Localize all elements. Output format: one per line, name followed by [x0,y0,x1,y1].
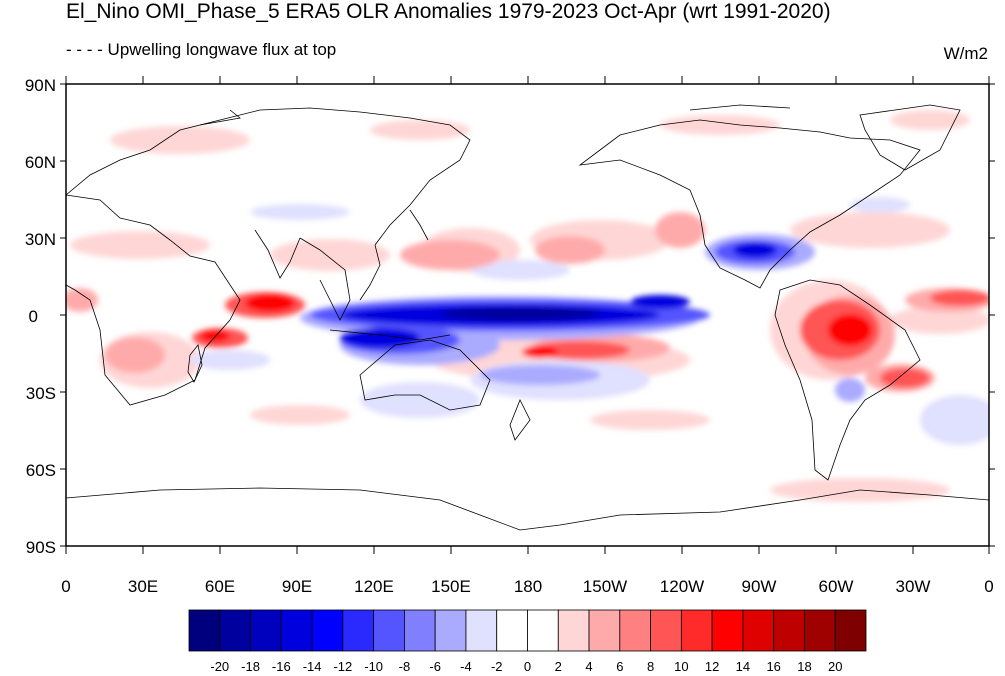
colorbar-swatch [434,609,467,652]
map-subtitle: - - - - Upwelling longwave flux at top [66,40,337,59]
colorbar-label: 10 [674,659,688,674]
colorbar-label: 6 [616,659,623,674]
lat-label: 90N [25,76,56,95]
colorbar-label: 12 [705,659,719,674]
lat-label: 90S [26,538,56,557]
colorbar-swatch [742,609,775,652]
colorbar-label: -6 [429,659,441,674]
colorbar-swatch [773,609,805,652]
lat-label: 0 [29,307,38,326]
lon-label: 60E [205,577,235,596]
lon-label: 90W [742,577,777,596]
colorbar-label: 4 [585,659,592,674]
colorbar-label: -18 [241,659,260,674]
map-title: El_Nino OMI_Phase_5 ERA5 OLR Anomalies 1… [66,0,831,23]
colorbar-label: -8 [399,659,411,674]
colorbar-swatch [650,609,682,652]
colorbar-swatch [834,609,867,652]
lon-label: 0 [61,577,70,596]
colorbar-swatch [557,609,590,652]
lat-label: 60S [26,461,56,480]
colorbar-swatch [496,609,528,652]
latitude-labels: 90N 60N 30N 0 30S 60S 90S [25,76,56,557]
colorbar-swatch [219,609,251,652]
colorbar-swatch [527,609,559,652]
colorbar-swatch [342,609,375,652]
lat-label: 30N [25,230,56,249]
colorbar-label: -14 [303,659,322,674]
lon-label: 120E [354,577,394,596]
colorbar-label: -12 [333,659,352,674]
colorbar-label: -20 [210,659,229,674]
colorbar-label: 2 [555,659,562,674]
lon-label: 0 [984,577,993,596]
colorbar-swatch [404,609,436,652]
colorbar-label: 18 [797,659,811,674]
colorbar-label: 8 [647,659,654,674]
map-ticks [60,76,995,554]
colorbar-swatch [619,609,651,652]
lon-label: 180 [514,577,542,596]
colorbar-swatch [311,609,344,652]
colorbar-swatch [188,609,221,652]
colorbar-label: -10 [364,659,383,674]
colorbar-label: 16 [766,659,780,674]
lon-label: 120W [660,577,704,596]
colorbar-label: 0 [524,659,531,674]
units-label: W/m2 [943,44,988,63]
lon-label: 150E [431,577,471,596]
colorbar-swatch [250,609,282,652]
lon-label: 30E [128,577,158,596]
colorbar-label: -4 [460,659,472,674]
lon-label: 90E [282,577,312,596]
colorbar-label: -16 [272,659,291,674]
colorbar-swatch [588,609,621,652]
olr-anomaly-field [66,104,989,531]
colorbar-swatch [465,609,498,652]
coastlines [66,104,989,531]
colorbar-swatch [280,609,313,652]
colorbar-swatch [680,609,713,652]
lon-label: 30W [896,577,931,596]
longitude-labels: 0 30E 60E 90E 120E 150E 180 150W 120W 90… [61,577,993,596]
colorbar-swatch [711,609,744,652]
colorbar-label: -2 [491,659,503,674]
lon-label: 60W [819,577,854,596]
lat-label: 60N [25,153,56,172]
colorbar-swatch [804,609,836,652]
colorbar: -20 -18 -16 -14 -12 -10 -8 -6 -4 -2 0 2 4 6 8 10 12 14 16 1… [188,609,867,674]
lat-label: 30S [26,384,56,403]
colorbar-label: 20 [828,659,842,674]
colorbar-swatch [373,609,405,652]
lon-label: 150W [583,577,627,596]
colorbar-label: 14 [736,659,750,674]
